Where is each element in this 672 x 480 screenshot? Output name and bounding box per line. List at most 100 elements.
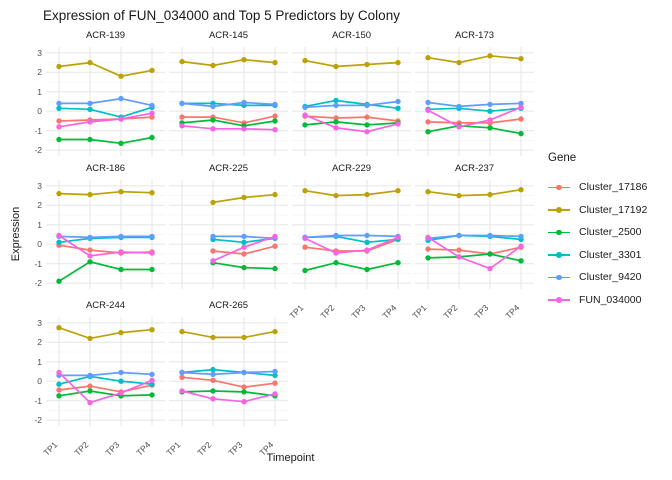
data-point xyxy=(56,369,62,376)
data-point xyxy=(272,113,278,119)
data-point xyxy=(210,396,216,402)
y-axis-tick-label: 2 xyxy=(37,67,42,78)
data-point xyxy=(487,232,493,239)
series-line-FUN_034000 xyxy=(427,106,522,128)
facet-strip-ACR-237: ACR-237 xyxy=(454,163,495,174)
data-point xyxy=(272,127,278,133)
series-line-Cluster_9420 xyxy=(304,100,399,109)
legend-key-icon xyxy=(548,227,570,237)
series-line-Cluster_17186 xyxy=(182,115,276,124)
data-point xyxy=(56,381,62,387)
facet-panel-ACR-225 xyxy=(169,180,288,289)
legend-key-icon xyxy=(548,250,570,260)
legend-item-Cluster_3301: Cluster_3301 xyxy=(548,244,647,267)
data-point xyxy=(118,249,124,255)
data-point xyxy=(210,117,216,123)
data-point xyxy=(518,104,524,110)
series-line-Cluster_3301 xyxy=(181,368,276,377)
data-point xyxy=(425,246,431,252)
data-point xyxy=(56,100,62,107)
y-axis-tick-label: 2 xyxy=(37,200,42,211)
facet-panel-ACR-229 xyxy=(292,180,411,289)
series-line-Cluster_17186 xyxy=(427,246,522,255)
data-point xyxy=(118,378,124,384)
data-point xyxy=(56,387,62,393)
data-point xyxy=(118,140,124,146)
data-point xyxy=(56,278,62,284)
data-point xyxy=(179,58,185,65)
data-point xyxy=(149,134,155,141)
series-line-Cluster_3301 xyxy=(58,236,152,244)
data-point xyxy=(87,59,93,66)
data-point xyxy=(87,335,93,342)
legend-item-Cluster_2500: Cluster_2500 xyxy=(548,221,647,244)
series-line-FUN_034000 xyxy=(427,236,522,270)
data-point xyxy=(272,372,278,379)
y-axis-tick-label: 1 xyxy=(37,86,42,97)
data-point xyxy=(364,122,370,128)
legend-key-icon xyxy=(548,182,570,192)
data-point xyxy=(425,129,431,135)
data-point xyxy=(56,190,62,197)
data-point xyxy=(118,73,124,79)
x-axis-tick-label: TP1 xyxy=(287,302,306,321)
series-line-Cluster_2500 xyxy=(58,390,153,397)
facet-panel-ACR-244 xyxy=(46,317,165,426)
series-line-Cluster_17192 xyxy=(427,188,522,197)
data-point xyxy=(272,101,278,108)
series-line-FUN_034000 xyxy=(304,114,399,133)
data-point xyxy=(179,388,185,394)
data-point xyxy=(518,130,524,137)
data-point xyxy=(302,57,308,64)
series-line-FUN_034000 xyxy=(58,112,153,128)
data-point xyxy=(456,232,462,239)
data-point xyxy=(87,136,93,143)
data-point xyxy=(333,192,339,199)
x-axis-tick-label: TP1 xyxy=(410,302,429,321)
legend-item-Cluster_17192: Cluster_17192 xyxy=(548,199,647,222)
series-line-FUN_034000 xyxy=(181,124,276,131)
facet-strip-ACR-186: ACR-186 xyxy=(85,163,126,174)
data-point xyxy=(149,327,155,333)
data-point xyxy=(241,251,247,257)
data-point xyxy=(333,119,339,125)
data-point xyxy=(518,116,524,122)
data-point xyxy=(364,102,370,109)
data-point xyxy=(210,366,216,373)
data-point xyxy=(272,191,278,198)
data-point xyxy=(87,100,93,107)
y-axis-tick-label: -1 xyxy=(34,125,42,136)
data-point xyxy=(487,191,493,198)
y-axis-tick-label: 3 xyxy=(37,47,42,58)
data-point xyxy=(456,59,462,66)
series-line-Cluster_17192 xyxy=(58,190,153,196)
chart-title: Expression of FUN_034000 and Top 5 Predi… xyxy=(43,8,400,23)
data-point xyxy=(56,325,62,331)
facet-strip-ACR-145: ACR-145 xyxy=(208,30,249,41)
x-axis-tick-label: TP2 xyxy=(441,302,460,321)
data-point xyxy=(272,368,278,375)
facet-strip-ACR-244: ACR-244 xyxy=(85,300,126,311)
y-axis-tick-label: 1 xyxy=(37,219,42,230)
y-axis-tick-label: 2 xyxy=(37,337,42,348)
data-point xyxy=(456,254,462,260)
data-point xyxy=(272,118,278,124)
series-line-FUN_034000 xyxy=(58,371,153,404)
y-axis-tick-label: -2 xyxy=(34,278,42,289)
series-line-Cluster_17192 xyxy=(304,59,399,68)
data-point xyxy=(302,104,308,110)
data-point xyxy=(241,389,247,395)
series-line-Cluster_9420 xyxy=(304,234,399,239)
data-point xyxy=(302,112,308,118)
series-line-Cluster_3301 xyxy=(304,99,399,110)
y-axis-tick-label: 3 xyxy=(37,317,42,328)
data-point xyxy=(210,371,216,378)
y-axis-tick-label: -1 xyxy=(34,258,42,269)
data-point xyxy=(395,59,401,66)
facet-strip-ACR-150: ACR-150 xyxy=(331,30,372,41)
series-line-Cluster_17192 xyxy=(427,54,522,64)
data-point xyxy=(272,391,278,397)
data-point xyxy=(210,248,216,254)
data-point xyxy=(364,191,370,198)
data-point xyxy=(87,383,93,389)
